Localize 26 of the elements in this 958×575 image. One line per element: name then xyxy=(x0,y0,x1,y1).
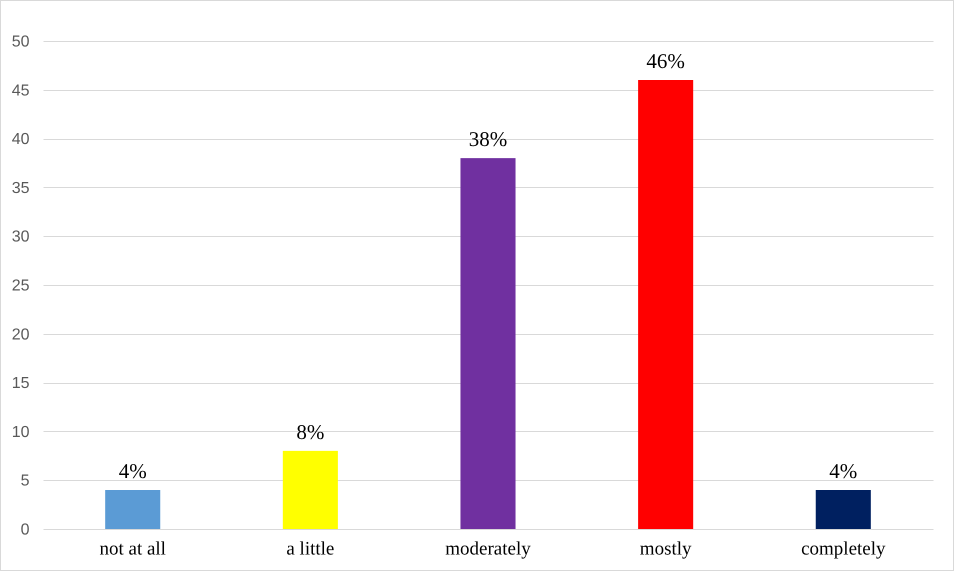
y-tick-label: 5 xyxy=(20,472,30,490)
y-tick-label: 40 xyxy=(12,131,30,148)
bar xyxy=(816,490,871,529)
x-tick-label: mostly xyxy=(640,538,692,560)
x-tick-label: completely xyxy=(801,538,886,560)
y-tick-label: 50 xyxy=(12,34,30,50)
bar xyxy=(460,158,516,529)
x-tick-label: moderately xyxy=(445,538,532,560)
bar xyxy=(105,490,160,529)
bar xyxy=(282,450,338,529)
data-label: 4% xyxy=(118,458,147,483)
x-tick-label: a little xyxy=(286,538,334,560)
data-label: 38% xyxy=(468,127,508,152)
data-label: 8% xyxy=(296,420,324,444)
y-tick-label: 45 xyxy=(12,82,30,100)
data-label: 46% xyxy=(646,49,685,74)
y-tick-label: 10 xyxy=(12,424,30,441)
data-label: 4% xyxy=(829,458,858,483)
y-tick-label: 20 xyxy=(12,326,30,344)
y-tick-label: 30 xyxy=(12,228,30,246)
y-tick-label: 0 xyxy=(20,522,30,538)
y-tick-label: 35 xyxy=(12,180,30,197)
y-tick-label: 25 xyxy=(12,278,30,294)
x-tick-label: not at all xyxy=(99,538,166,560)
y-tick-label: 15 xyxy=(12,375,30,392)
bar xyxy=(638,80,694,529)
